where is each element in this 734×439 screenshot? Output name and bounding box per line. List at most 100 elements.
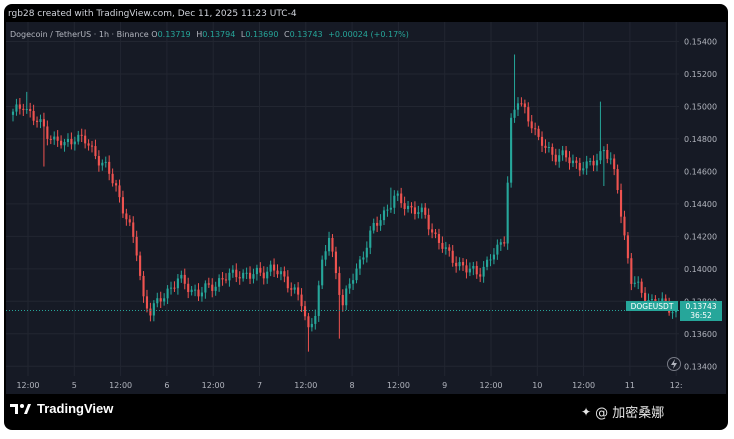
candle-body: [393, 195, 396, 208]
high-label: H: [196, 30, 203, 39]
candle-body: [149, 308, 152, 316]
candle-body: [39, 119, 42, 123]
time-axis: 12:00 5 12:00 6 12:00 7 12:00 8 12:00 9 12:00 10 12:…: [16, 381, 682, 390]
candle-body: [355, 268, 358, 281]
close-label: C: [283, 30, 290, 39]
candle-body: [575, 160, 578, 163]
time-tick-label: 10: [532, 381, 542, 390]
candle-body: [365, 247, 368, 258]
candle-body: [307, 316, 310, 328]
candle-body: [84, 135, 87, 144]
candle-body: [461, 262, 465, 266]
candle-body: [245, 272, 248, 274]
candle-body: [90, 145, 94, 147]
tradingview-logo[interactable]: TradingView: [10, 401, 113, 416]
candle-body: [53, 136, 56, 140]
candle-body: [410, 205, 413, 208]
candle-body: [406, 205, 410, 210]
candle-body: [286, 276, 289, 289]
time-tick-label: 5: [72, 381, 77, 390]
candle-body: [379, 220, 382, 226]
candle-body: [341, 294, 344, 306]
candle-body: [173, 287, 176, 289]
candle-body: [482, 266, 485, 277]
screenshot-frame: rgb28 created with TradingView.com, Dec …: [4, 4, 728, 430]
candle-body: [300, 294, 303, 307]
candle-body: [468, 268, 471, 273]
chart-legend: Dogecoin / TetherUS · 1h · Binance O0.13…: [10, 30, 412, 39]
candle-body: [475, 265, 478, 275]
candle-body: [499, 242, 502, 245]
candle-body: [310, 323, 313, 328]
candle-body: [434, 232, 437, 235]
price-tick-label: 0.14200: [684, 232, 717, 241]
candle-body: [114, 183, 118, 186]
candlestick-chart[interactable]: 0.15400 0.15200 0.15000 0.14800 0.14600 0.144…: [6, 22, 726, 394]
candle-body: [516, 103, 520, 110]
candle-body: [444, 247, 447, 249]
price-axis: 0.15400 0.15200 0.15000 0.14800 0.14600 0.144…: [684, 37, 717, 371]
price-tick-label: 0.13600: [684, 330, 717, 339]
candle-body: [290, 288, 293, 290]
candle-body: [97, 156, 100, 166]
candle-body: [616, 169, 619, 191]
candle-body: [348, 283, 351, 289]
candle-body: [568, 157, 571, 164]
candle-body: [558, 155, 561, 162]
candle-body: [42, 119, 45, 127]
candle-body: [214, 286, 217, 291]
candle-body: [376, 222, 379, 226]
candle-body: [465, 265, 468, 273]
candle-body: [331, 237, 334, 252]
candle-body: [585, 161, 588, 169]
candle-body: [314, 315, 317, 324]
candle-body: [599, 151, 602, 161]
candle-body: [551, 147, 554, 155]
chart-area[interactable]: 0.15400 0.15200 0.15000 0.14800 0.14600 0.144…: [6, 22, 726, 394]
candle-body: [592, 160, 595, 166]
candle-body: [389, 207, 392, 210]
low-label: L: [240, 30, 246, 39]
candle-body: [46, 126, 49, 139]
candle-body: [472, 265, 475, 269]
candle-body: [530, 121, 533, 129]
candle-body: [190, 289, 193, 293]
candle-body: [448, 247, 451, 251]
candle-body: [644, 292, 647, 303]
candle-body: [664, 298, 667, 303]
candle-body: [540, 136, 544, 146]
candle-body: [451, 250, 454, 263]
candle-body: [427, 214, 430, 230]
candle-body: [595, 160, 599, 166]
candle-body: [56, 136, 59, 141]
candle-body: [32, 111, 35, 121]
candle-body: [458, 262, 461, 267]
candle-body: [200, 292, 204, 297]
countdown-value: 36:52: [690, 311, 712, 320]
candle-body: [417, 212, 420, 214]
candle-body: [66, 138, 70, 143]
price-tick-label: 0.15200: [684, 70, 717, 79]
time-tick-label: 12:00: [294, 381, 317, 390]
candle-body: [565, 150, 568, 158]
candle-body: [73, 141, 76, 145]
candle-body: [125, 213, 128, 220]
candle-body: [671, 312, 674, 314]
candle-body: [159, 298, 162, 302]
candle-body: [520, 103, 523, 105]
candle-body: [204, 283, 207, 293]
candle-body: [248, 272, 252, 279]
change-value: +0.00024 (+0.17%): [328, 30, 409, 39]
candle-body: [128, 219, 131, 223]
candle-body: [266, 271, 269, 279]
candle-body: [118, 185, 121, 198]
lightning-icon[interactable]: [667, 357, 681, 371]
candle-body: [303, 306, 307, 317]
candle-body: [111, 173, 114, 184]
candle-body: [152, 303, 155, 316]
open-label: O: [151, 30, 158, 39]
candle-body: [358, 259, 362, 269]
candle-body: [479, 274, 482, 277]
symbol-title: Dogecoin / TetherUS · 1h · Binance: [10, 30, 149, 39]
candle-body: [101, 162, 104, 166]
